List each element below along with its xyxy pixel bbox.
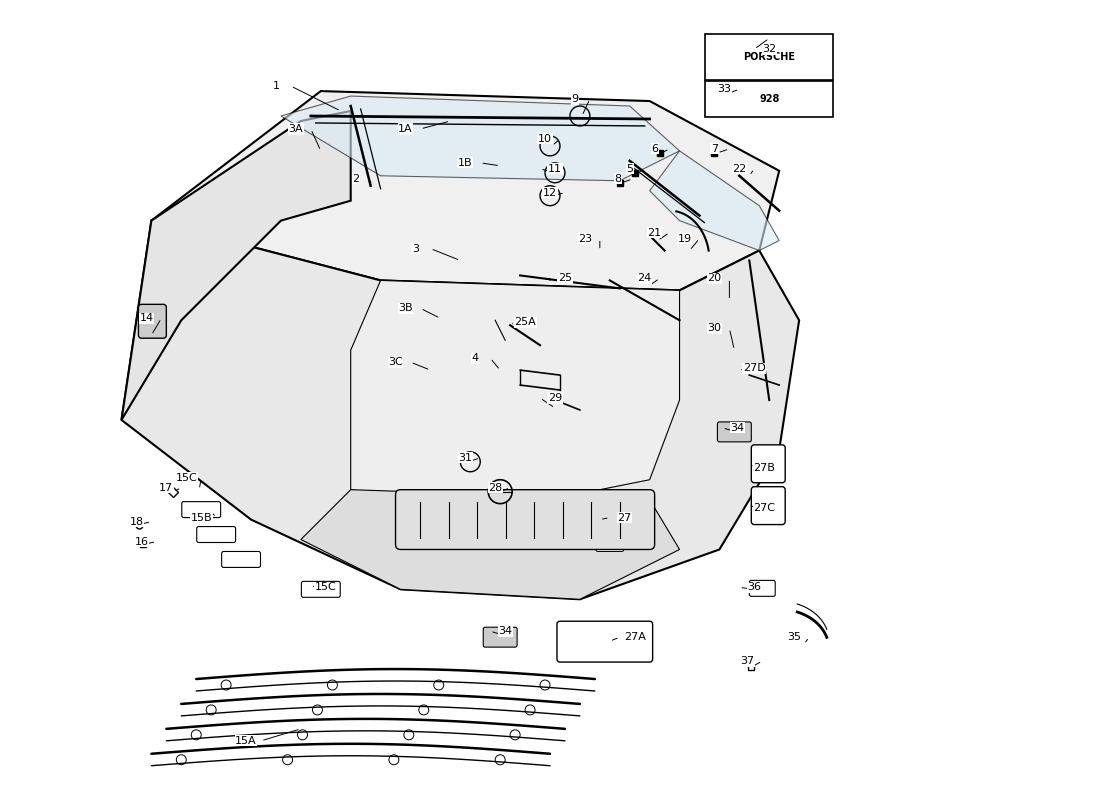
Text: 15C: 15C xyxy=(175,473,197,482)
FancyBboxPatch shape xyxy=(557,622,652,662)
Text: 1: 1 xyxy=(273,81,279,91)
Polygon shape xyxy=(121,111,351,420)
Text: 29: 29 xyxy=(548,393,562,403)
Text: 19: 19 xyxy=(678,234,692,243)
FancyBboxPatch shape xyxy=(717,422,751,442)
FancyBboxPatch shape xyxy=(482,526,510,546)
Text: a classic top parts site: a classic top parts site xyxy=(304,430,538,450)
Text: 1B: 1B xyxy=(458,158,473,168)
FancyBboxPatch shape xyxy=(221,551,261,567)
Text: 12: 12 xyxy=(543,188,557,198)
FancyBboxPatch shape xyxy=(444,523,472,543)
Text: 22: 22 xyxy=(733,164,747,174)
Text: 5: 5 xyxy=(626,164,634,174)
Text: 30: 30 xyxy=(707,323,722,334)
Polygon shape xyxy=(351,281,680,510)
Text: 28: 28 xyxy=(488,482,503,493)
Text: 24: 24 xyxy=(638,274,652,283)
Text: 3B: 3B xyxy=(398,303,412,314)
FancyBboxPatch shape xyxy=(197,526,235,542)
FancyBboxPatch shape xyxy=(139,304,166,338)
FancyBboxPatch shape xyxy=(558,530,586,550)
FancyBboxPatch shape xyxy=(705,34,833,80)
Text: 3A: 3A xyxy=(288,124,304,134)
Text: 27B: 27B xyxy=(754,462,776,473)
Text: 3C: 3C xyxy=(388,357,403,367)
Text: 36: 36 xyxy=(747,582,761,592)
Text: 20: 20 xyxy=(707,274,722,283)
Polygon shape xyxy=(152,91,779,290)
FancyBboxPatch shape xyxy=(396,490,654,550)
Text: 4: 4 xyxy=(472,353,478,363)
Text: 10: 10 xyxy=(538,134,552,144)
Text: 18: 18 xyxy=(130,517,143,526)
Text: 14: 14 xyxy=(140,314,154,323)
Text: 7: 7 xyxy=(711,144,718,154)
Text: 1A: 1A xyxy=(398,124,412,134)
FancyBboxPatch shape xyxy=(520,527,548,547)
Text: 1985: 1985 xyxy=(420,478,481,502)
Polygon shape xyxy=(121,221,799,599)
Text: 37: 37 xyxy=(740,656,755,666)
Text: 25: 25 xyxy=(558,274,572,283)
Text: 21: 21 xyxy=(648,227,662,238)
FancyBboxPatch shape xyxy=(483,627,517,647)
Text: 33: 33 xyxy=(717,84,732,94)
Text: 27D: 27D xyxy=(742,363,766,373)
Text: 23: 23 xyxy=(578,234,592,243)
Text: 8: 8 xyxy=(614,174,622,184)
Text: 27C: 27C xyxy=(754,502,776,513)
Text: 35: 35 xyxy=(788,632,801,642)
Text: 15C: 15C xyxy=(315,582,337,592)
Text: 3: 3 xyxy=(412,243,419,254)
FancyBboxPatch shape xyxy=(749,580,775,596)
Text: 6: 6 xyxy=(651,144,658,154)
Text: 25A: 25A xyxy=(514,318,536,327)
FancyBboxPatch shape xyxy=(407,522,434,542)
Text: 9: 9 xyxy=(571,94,579,104)
Text: 34: 34 xyxy=(730,423,745,433)
Text: 27A: 27A xyxy=(624,632,646,642)
FancyBboxPatch shape xyxy=(301,582,340,598)
Text: 15A: 15A xyxy=(235,736,257,746)
Text: 928: 928 xyxy=(759,94,780,104)
Polygon shape xyxy=(650,151,779,250)
Polygon shape xyxy=(301,490,680,599)
Text: 17: 17 xyxy=(160,482,174,493)
Text: 11: 11 xyxy=(548,164,562,174)
Text: 16: 16 xyxy=(134,537,148,546)
FancyBboxPatch shape xyxy=(751,445,785,482)
Text: 31: 31 xyxy=(459,453,472,462)
Text: europeancars: europeancars xyxy=(282,363,560,397)
FancyBboxPatch shape xyxy=(751,486,785,525)
FancyBboxPatch shape xyxy=(182,502,221,518)
Text: 27: 27 xyxy=(617,513,631,522)
Text: 15B: 15B xyxy=(190,513,212,522)
FancyBboxPatch shape xyxy=(705,81,833,117)
Text: 32: 32 xyxy=(762,44,777,54)
Polygon shape xyxy=(280,96,680,181)
FancyBboxPatch shape xyxy=(596,531,624,551)
Text: PORSCHE: PORSCHE xyxy=(744,52,795,62)
Text: 2: 2 xyxy=(352,174,360,184)
Text: 34: 34 xyxy=(498,626,513,636)
